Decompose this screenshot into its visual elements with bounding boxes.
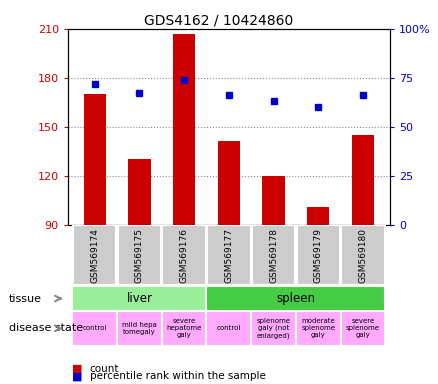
Text: spleen: spleen [276, 292, 315, 305]
Bar [307, 207, 329, 225]
Text: GSM569177: GSM569177 [224, 228, 233, 283]
Bar [173, 34, 195, 225]
Text: GSM569174: GSM569174 [90, 228, 99, 283]
Text: GDS4162 / 10424860: GDS4162 / 10424860 [145, 13, 293, 27]
Text: percentile rank within the sample: percentile rank within the sample [90, 371, 266, 381]
Text: GSM569180: GSM569180 [358, 228, 367, 283]
Bar [72, 286, 206, 311]
Bar [341, 225, 385, 285]
Text: mild hepa
tomegaly: mild hepa tomegaly [122, 322, 157, 335]
Bar [162, 311, 206, 346]
Bar [207, 225, 251, 285]
Bar [206, 286, 385, 311]
Bar [296, 311, 341, 346]
Text: control: control [217, 325, 241, 331]
Text: GSM569175: GSM569175 [135, 228, 144, 283]
Text: GSM569176: GSM569176 [180, 228, 189, 283]
Bar [162, 225, 206, 285]
Text: liver: liver [127, 292, 152, 305]
Bar [73, 225, 117, 285]
Text: GSM569179: GSM569179 [314, 228, 323, 283]
Bar [262, 176, 285, 225]
Bar [84, 94, 106, 225]
Text: ■: ■ [72, 371, 83, 381]
Bar [251, 311, 296, 346]
Text: splenome
galy (not
enlarged): splenome galy (not enlarged) [257, 318, 290, 339]
Bar [252, 225, 295, 285]
Bar [128, 159, 151, 225]
Bar [206, 311, 251, 346]
Text: count: count [90, 364, 119, 374]
Bar [117, 311, 162, 346]
Bar [352, 135, 374, 225]
Text: tissue: tissue [9, 293, 42, 304]
Text: disease state: disease state [9, 323, 83, 333]
Text: moderate
splenome
galy: moderate splenome galy [301, 318, 335, 338]
Text: GSM569178: GSM569178 [269, 228, 278, 283]
Text: ■: ■ [72, 364, 83, 374]
Bar [297, 225, 340, 285]
Bar [341, 311, 385, 346]
Bar [118, 225, 161, 285]
Bar [218, 141, 240, 225]
Text: severe
hepatome
galy: severe hepatome galy [166, 318, 202, 338]
Bar [72, 311, 117, 346]
Text: severe
splenome
galy: severe splenome galy [346, 318, 380, 338]
Text: control: control [82, 325, 107, 331]
